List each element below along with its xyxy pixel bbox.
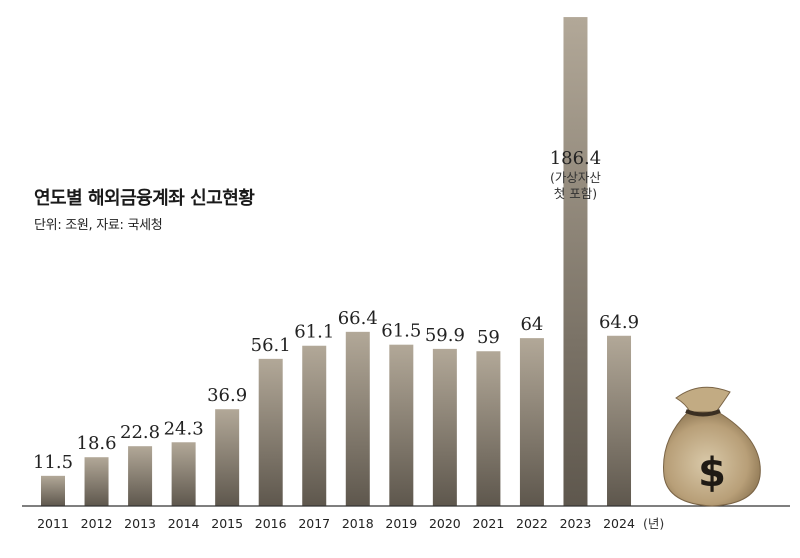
bar-2023 [563,17,588,506]
x-tick-label: 2011 [37,516,69,531]
x-tick-label: 2024 [603,516,635,531]
value-label-2019: 61.5 [381,321,421,342]
bar-2022 [519,338,544,506]
chart-subtitle: 단위: 조원, 자료: 국세청 [34,218,163,233]
x-tick-label: 2023 [560,516,592,531]
bar-2015 [215,409,240,506]
x-tick-label: 2019 [385,516,417,531]
x-tick-label: 2021 [472,516,504,531]
bar-2021 [476,351,501,506]
value-label-2023: 186.4 [550,148,602,169]
money-bag-icon: $ [663,386,761,507]
annotation-line: 첫 포함) [554,186,597,201]
x-unit-label: (년) [643,516,664,531]
value-label-2016: 56.1 [251,335,291,356]
annotation-line: (가상자산 [550,170,601,185]
x-tick-label: 2015 [211,516,243,531]
bar-2019 [389,344,414,506]
value-label-2012: 18.6 [77,433,117,454]
x-tick-label: 2018 [342,516,374,531]
x-tick-label: 2016 [255,516,287,531]
value-label-2011: 11.5 [33,452,73,473]
value-label-2013: 22.8 [120,422,160,443]
value-label-2018: 66.4 [338,308,378,329]
value-label-2024: 64.9 [599,312,639,333]
bar-2020 [432,348,457,506]
value-label-2017: 61.1 [294,322,334,343]
x-tick-label: 2022 [516,516,548,531]
bar-2011 [41,475,65,506]
x-tick-label: 2012 [81,516,113,531]
x-tick-label: 2020 [429,516,461,531]
bar-2017 [302,345,327,506]
x-tick-label: 2013 [124,516,156,531]
bar-2013 [128,446,153,506]
value-label-2022: 64 [520,314,543,335]
svg-text:$: $ [698,450,726,496]
x-tick-label: 2014 [168,516,200,531]
chart-title: 연도별 해외금융계좌 신고현황 [34,188,255,209]
value-label-2020: 59.9 [425,325,465,346]
bar-2014 [171,442,196,506]
value-label-2015: 36.9 [207,385,247,406]
bar-2016 [258,358,283,506]
bar-2018 [345,331,370,506]
x-tick-label: 2017 [298,516,330,531]
bar-2012 [84,457,109,506]
value-label-2021: 59 [477,327,500,348]
value-label-2014: 24.3 [164,418,204,439]
bar-2024 [607,335,632,506]
